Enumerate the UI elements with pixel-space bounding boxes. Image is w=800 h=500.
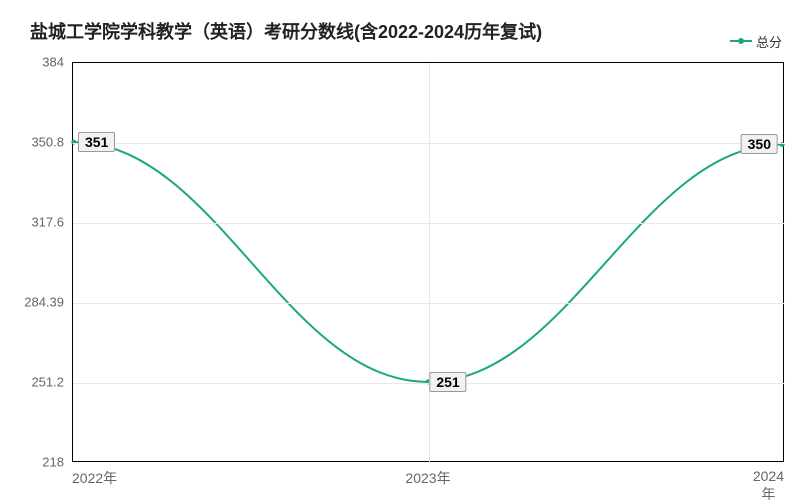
y-tick-label: 251.2: [4, 375, 64, 390]
x-tick-label: 2023年: [405, 468, 450, 488]
data-label: 350: [741, 134, 778, 154]
y-tick-label: 350.8: [4, 135, 64, 150]
chart-title: 盐城工学院学科教学（英语）考研分数线(含2022-2024历年复试): [30, 18, 542, 44]
x-tick-label: 2024年: [753, 468, 784, 500]
y-tick-label: 317.6: [4, 215, 64, 230]
legend-marker-icon: [730, 34, 752, 49]
data-label: 351: [78, 132, 115, 152]
data-label: 251: [429, 372, 466, 392]
y-tick-label: 384: [4, 55, 64, 70]
y-tick-label: 218: [4, 455, 64, 470]
gridline-v: [429, 63, 430, 463]
chart-container: 盐城工学院学科教学（英语）考研分数线(含2022-2024历年复试) 总分 21…: [0, 0, 800, 500]
x-tick-label: 2022年: [72, 468, 117, 488]
legend: 总分: [730, 32, 782, 51]
y-tick-label: 284.39: [4, 295, 64, 310]
series-line: [73, 63, 783, 461]
plot-area: [72, 62, 784, 462]
legend-label: 总分: [756, 32, 782, 51]
